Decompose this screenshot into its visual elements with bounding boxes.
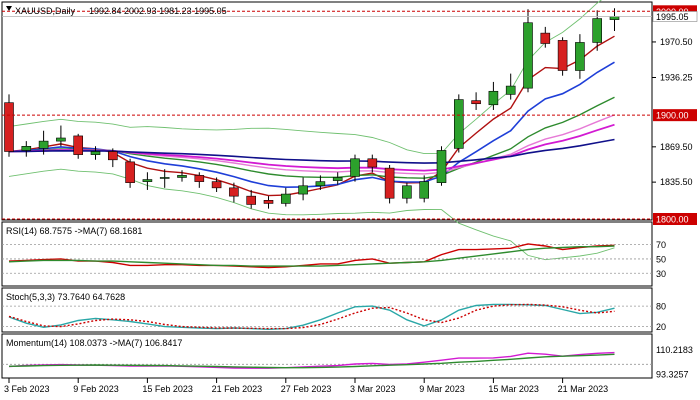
time-tick-label: 21 Mar 2023 (558, 384, 609, 394)
main-panel-frame (1, 1, 653, 221)
momentum-tick-label: 110.2183 (656, 345, 693, 355)
candle-body[interactable] (557, 40, 568, 71)
stochastic-panel[interactable]: Stoch(5,3,3) 73.7640 64.7628 80 20 (2, 292, 666, 332)
oscillator-line (8, 303, 615, 330)
candle-body[interactable] (159, 177, 170, 179)
candle-body[interactable] (453, 99, 464, 149)
price-tick-label: 1869.50 (660, 142, 693, 152)
candle-body[interactable] (142, 179, 153, 182)
panel-level-label: 50 (656, 254, 666, 264)
momentum-tick-label: 93.3257 (656, 370, 689, 380)
candle-body[interactable] (523, 22, 533, 89)
candle-body[interactable] (367, 158, 378, 168)
collapse-triangle-icon[interactable] (6, 6, 12, 11)
symbol-label: XAUUSD,Daily (15, 6, 76, 16)
candle-body[interactable] (419, 181, 430, 199)
price-tick-label: 1835.50 (660, 177, 693, 187)
price-axis: 1970.50 1936.25 1869.50 1835.50 (652, 37, 693, 187)
oscillator-line (8, 353, 615, 369)
time-tick-label: 9 Mar 2023 (419, 384, 465, 394)
candle-body[interactable] (56, 137, 66, 142)
ma-navy-line (8, 138, 615, 164)
candle-body[interactable] (38, 140, 49, 149)
price-tick-label: 1936.25 (660, 73, 693, 83)
level-label-box (653, 213, 697, 225)
candle-body[interactable] (402, 185, 412, 199)
oscillator-line (8, 243, 615, 269)
panel-level-label: 70 (656, 240, 666, 250)
candle-body[interactable] (575, 42, 585, 71)
candlesticks[interactable] (4, 8, 620, 209)
candle-body[interactable] (384, 167, 395, 199)
candle-body[interactable] (229, 187, 239, 197)
candle-body[interactable] (488, 90, 499, 106)
panel-level-label: 20 (656, 322, 666, 332)
candle-body[interactable] (505, 85, 516, 95)
oscillator-line (8, 303, 615, 331)
candle-body[interactable] (108, 151, 118, 161)
current-price-label: 1995.05 (656, 12, 689, 22)
oscillator-line (8, 245, 615, 267)
time-tick-label: 21 Feb 2023 (212, 384, 263, 394)
candle-body[interactable] (350, 158, 360, 177)
candle-body[interactable] (125, 161, 135, 183)
level-label: 1900.00 (656, 111, 689, 121)
candle-body[interactable] (280, 193, 291, 204)
candle-body[interactable] (211, 181, 222, 189)
candle-body[interactable] (332, 177, 343, 181)
candle-body[interactable] (263, 200, 274, 204)
time-tick-label: 3 Mar 2023 (350, 384, 396, 394)
panel-level-label: 30 (656, 269, 666, 279)
candle-body[interactable] (298, 185, 308, 195)
candle-body[interactable] (609, 16, 620, 20)
candle-body[interactable] (436, 150, 447, 183)
momentum-title: Momentum(14) 108.0373 ->MA(7) 106.8417 (6, 338, 182, 348)
candle-body[interactable] (177, 175, 187, 178)
stoch-panel-frame (1, 287, 653, 333)
stoch-title: Stoch(5,3,3) 73.7640 64.7628 (6, 292, 125, 302)
bollinger-upper-line (8, 0, 602, 155)
candle-body[interactable] (73, 135, 83, 155)
time-tick-label: 15 Feb 2023 (142, 384, 193, 394)
candle-body[interactable] (194, 175, 205, 182)
rsi-panel-frame (1, 221, 653, 287)
candle-body[interactable] (4, 102, 14, 152)
time-tick-label: 15 Mar 2023 (488, 384, 539, 394)
rsi-title: RSI(14) 68.7575 ->MA(7) 68.1681 (6, 226, 142, 236)
level-label: 1800.00 (656, 215, 689, 225)
candle-body[interactable] (592, 18, 603, 43)
ohlc-values: 1992.84 2002.93 1981.23 1995.05 (89, 6, 227, 16)
rsi-panel[interactable]: RSI(14) 68.7575 ->MA(7) 68.1681 70 50 30 (2, 226, 666, 279)
candle-body[interactable] (315, 181, 326, 187)
bollinger-lower-line (8, 168, 615, 261)
time-tick-label: 3 Feb 2023 (4, 384, 50, 394)
price-tick-label: 1970.50 (660, 37, 693, 47)
moving-averages (8, 0, 615, 261)
candle-body[interactable] (90, 151, 101, 155)
candle-body[interactable] (540, 32, 551, 44)
symbol-header: XAUUSD,Daily 1992.84 2002.93 1981.23 199… (6, 6, 227, 16)
time-tick-label: 9 Feb 2023 (73, 384, 119, 394)
level-label-box (653, 109, 697, 122)
candle-body[interactable] (246, 195, 256, 205)
candle-body[interactable] (471, 100, 481, 105)
momentum-panel-frame (1, 333, 653, 379)
time-axis: 3 Feb 2023 9 Feb 2023 15 Feb 2023 21 Feb 20… (4, 378, 608, 394)
candle-body[interactable] (21, 146, 32, 151)
time-tick-label: 27 Feb 2023 (281, 384, 332, 394)
current-price-box (652, 11, 698, 22)
momentum-panel[interactable]: Momentum(14) 108.0373 ->MA(7) 106.8417 1… (2, 338, 693, 380)
panel-level-label: 80 (656, 302, 666, 312)
